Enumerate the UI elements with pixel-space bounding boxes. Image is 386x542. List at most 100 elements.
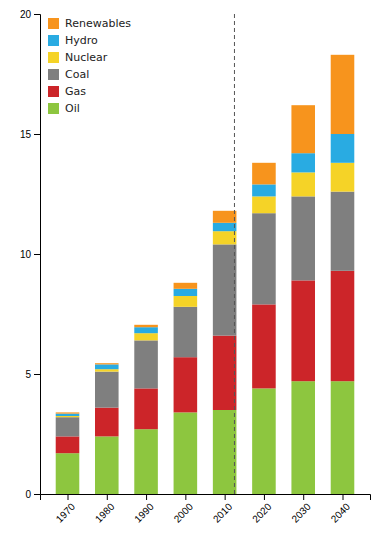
bar-segment [56,453,80,494]
bar-segment [95,364,119,369]
legend-item: Renewables [48,17,131,30]
legend-swatch [48,69,59,80]
bar-segment [95,408,119,437]
bar-segment [331,55,355,134]
bar-segment [291,196,315,280]
x-axis-line [41,495,371,501]
series-bars [56,192,355,437]
y-axis: 0 5 10 15 20 [20,9,41,500]
legend-label: Gas [65,85,86,98]
bar-segment [331,163,355,192]
y-tick-label: 15 [20,129,32,140]
bar-segment [174,283,198,289]
legend-item: Coal [48,68,89,81]
bar-segment [213,336,237,410]
bar-segment [331,271,355,381]
legend-label: Hydro [65,34,98,47]
x-tick-label: 1990 [132,501,156,525]
plot: 1970 1980 1990 2000 2010 2020 2030 2040 0 5 10 15 20… [20,9,371,525]
y-tick-label: 5 [25,369,31,380]
bar-segment [252,196,276,213]
bar-segment [174,307,198,357]
bar-segment [331,134,355,163]
bar-segment [56,414,80,416]
bar-segment [95,436,119,494]
bar-segment [174,289,198,296]
x-tick-mark [225,494,226,500]
reference-line [234,14,235,494]
legend-swatch [48,35,59,46]
bar-segment [291,172,315,196]
bar-segment [134,325,158,327]
bar-segment [56,412,80,413]
y-tick: 5 [25,369,40,380]
bar-segment [95,372,119,408]
y-tick-mark [34,254,40,255]
bar-segment [291,381,315,494]
bar-segment [134,388,158,429]
x-tick-label: 2020 [250,501,274,525]
x-tick-label: 1980 [93,501,117,525]
legend-swatch [48,18,59,29]
legend-swatch [48,52,59,63]
x-tick-label: 2030 [289,501,313,525]
legend-label: Nuclear [65,51,108,64]
bar-segment [213,211,237,223]
series-bars [56,134,355,416]
y-tick: 20 [20,9,40,20]
bar-segment [331,192,355,271]
x-tick-label: 2010 [211,501,235,525]
legend-item: Nuclear [48,51,108,64]
x-tick-mark [146,494,147,500]
y-tick-mark [34,134,40,135]
y-tick-label: 20 [20,9,32,20]
bar-segment [252,388,276,494]
bar-segment [56,416,80,417]
y-tick-mark [34,374,40,375]
x-tick: 2020 [250,494,274,525]
bar-segment [252,184,276,196]
legend-swatch [48,103,59,114]
x-tick-label: 2040 [329,501,353,525]
bar-segment [95,363,119,364]
y-tick-mark [34,14,40,15]
bar-segment [134,327,158,333]
y-tick-label: 0 [25,489,31,500]
x-tick-label: 1970 [54,501,78,525]
x-tick: 1980 [93,494,117,525]
chart: 1970 1980 1990 2000 2010 2020 2030 2040 0 5 10 15 20… [0,0,386,542]
bar-segment [174,296,198,307]
x-tick-mark [185,494,186,500]
bar-segment [174,412,198,494]
x-tick: 1970 [54,494,78,525]
legend-item: Oil [48,102,80,115]
x-tick: 2000 [172,494,196,525]
legend-swatch [48,86,59,97]
legend: Renewables Hydro Nuclear Coal Gas Oil [48,17,131,115]
x-tick-mark [343,494,344,500]
y-tick: 10 [20,249,40,260]
bar-segment [252,163,276,185]
y-tick-label: 10 [20,249,32,260]
x-tick: 1990 [132,494,156,525]
bar-segment [174,357,198,412]
x-tick-mark [68,494,69,500]
bar-segment [213,231,237,244]
bar-segment [56,436,80,453]
bar-segment [291,153,315,172]
x-tick-mark [264,494,265,500]
y-axis-line [34,15,41,495]
x-tick: 2030 [289,494,313,525]
legend-label: Coal [65,68,89,81]
bar-segment [291,105,315,153]
series-bars [56,163,355,417]
bar-segment [56,417,80,436]
bar-segment [291,280,315,381]
marks [56,14,355,494]
bar-segment [213,244,237,335]
legend-label: Oil [65,102,80,115]
series-bars [56,271,355,453]
x-tick-label: 2000 [172,501,196,525]
bar-segment [213,223,237,231]
x-axis: 1970 1980 1990 2000 2010 2020 2030 2040 [41,494,371,525]
